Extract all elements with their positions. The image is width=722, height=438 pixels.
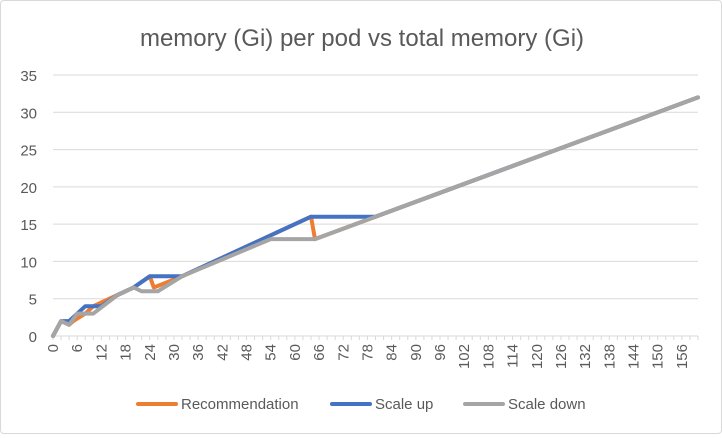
- y-tick-label: 15: [20, 217, 37, 234]
- x-tick-label: 120: [529, 344, 546, 369]
- legend-item-recommendation: Recommendation: [136, 396, 299, 413]
- x-tick-label: 96: [432, 344, 449, 361]
- legend-label: Scale down: [508, 396, 586, 413]
- legend-item-scale-up: Scale up: [330, 396, 433, 413]
- x-tick-label: 18: [118, 344, 135, 361]
- x-tick-label: 132: [577, 344, 594, 369]
- y-tick-label: 35: [20, 68, 37, 85]
- x-tick-label: 84: [384, 344, 401, 361]
- x-tick-label: 24: [142, 344, 159, 361]
- series-line-scale-down: [51, 95, 700, 338]
- x-tick-label: 156: [674, 344, 691, 369]
- x-tick-label: 90: [408, 344, 425, 361]
- chart-title: memory (Gi) per pod vs total memory (Gi): [140, 25, 584, 52]
- y-tick-label: 5: [29, 292, 37, 309]
- x-tick-label: 54: [263, 344, 280, 361]
- gridlines: [53, 74, 698, 300]
- y-tick-label: 25: [20, 143, 37, 160]
- x-tick-label: 42: [214, 344, 231, 361]
- x-tick-label: 72: [335, 344, 352, 361]
- x-tick-label: 108: [480, 344, 497, 369]
- x-tick-label: 48: [239, 344, 256, 361]
- x-tick-label: 0: [45, 344, 62, 352]
- y-tick-label: 0: [29, 329, 37, 346]
- series-lines: [51, 95, 700, 338]
- x-tick-label: 138: [601, 344, 618, 369]
- legend-label: Scale up: [375, 396, 433, 413]
- x-tick-label: 30: [166, 344, 183, 361]
- x-tick-label: 102: [456, 344, 473, 369]
- legend-item-scale-down: Scale down: [463, 396, 586, 413]
- x-tick-label: 12: [93, 344, 110, 361]
- x-tick-label: 150: [650, 344, 667, 369]
- y-tick-label: 30: [20, 105, 37, 122]
- x-tick-label: 144: [626, 344, 643, 369]
- x-tick-label: 36: [190, 344, 207, 361]
- x-tick-label: 66: [311, 344, 328, 361]
- legend-label: Recommendation: [181, 396, 299, 413]
- x-tick-label: 6: [69, 344, 86, 352]
- x-tick-label: 78: [359, 344, 376, 361]
- legend: Recommendation Scale up Scale down: [136, 396, 586, 413]
- x-tick-label: 126: [553, 344, 570, 369]
- y-tick-label: 20: [20, 180, 37, 197]
- y-tick-label: 10: [20, 254, 37, 271]
- x-tick-label: 60: [287, 344, 304, 361]
- x-tick-label: 114: [505, 344, 522, 368]
